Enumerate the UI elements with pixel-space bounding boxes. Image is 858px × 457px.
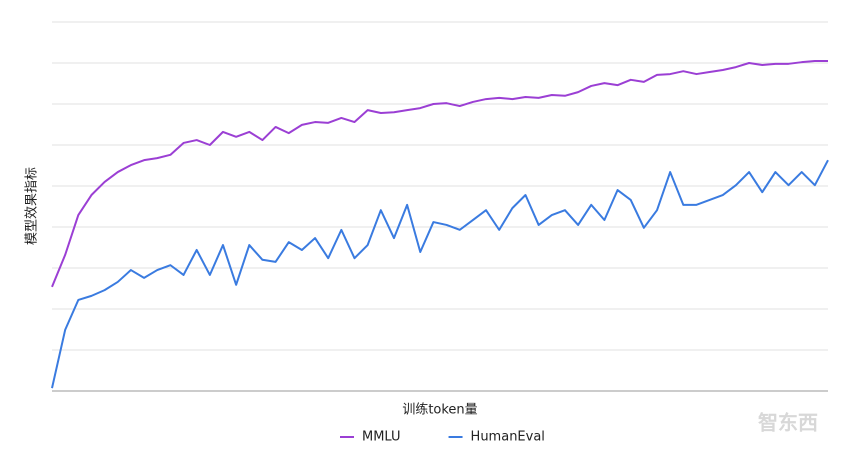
y-axis-label: 模型效果指标 bbox=[25, 167, 40, 245]
series-line bbox=[51, 59, 828, 288]
legend-label: HumanEval bbox=[471, 430, 545, 445]
legend-label: MMLU bbox=[362, 430, 401, 445]
series-line bbox=[51, 159, 829, 389]
x-axis-label: 训练token量 bbox=[402, 403, 477, 418]
watermark: 智东西 bbox=[758, 411, 818, 435]
